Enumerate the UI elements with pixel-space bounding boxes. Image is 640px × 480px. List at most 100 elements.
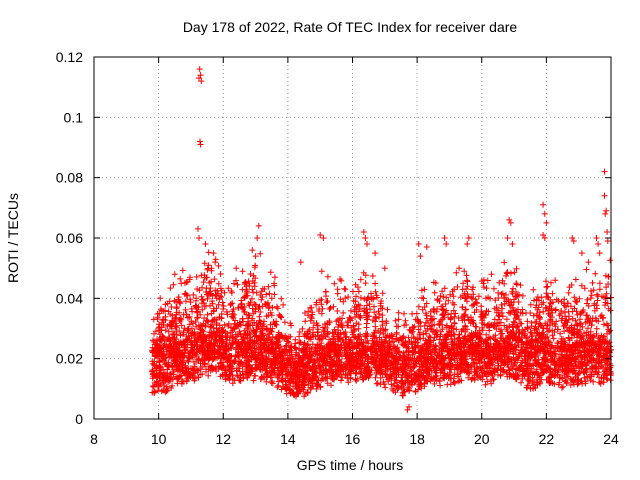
data-point xyxy=(461,268,468,275)
data-point xyxy=(318,310,325,317)
data-point xyxy=(372,280,379,287)
data-point xyxy=(237,322,244,329)
data-point xyxy=(313,380,320,386)
data-point xyxy=(259,303,266,310)
data-point xyxy=(229,300,236,307)
data-point xyxy=(331,351,338,358)
data-point xyxy=(485,308,492,315)
data-point xyxy=(324,369,331,375)
data-point xyxy=(257,292,264,298)
data-point xyxy=(501,259,508,266)
data-point xyxy=(335,324,341,330)
data-point xyxy=(357,361,364,368)
data-point xyxy=(473,368,480,375)
data-point xyxy=(199,337,206,344)
data-point xyxy=(310,320,317,326)
data-point xyxy=(510,285,516,292)
data-point xyxy=(486,334,492,341)
data-point xyxy=(269,304,276,311)
data-point xyxy=(247,331,254,338)
data-point xyxy=(151,389,158,396)
data-point xyxy=(432,343,439,350)
data-point xyxy=(343,333,350,340)
data-point xyxy=(161,382,168,389)
data-point xyxy=(607,327,614,334)
data-point xyxy=(591,302,598,309)
data-point xyxy=(247,271,254,277)
data-point xyxy=(456,349,463,356)
data-point xyxy=(171,297,178,304)
data-point xyxy=(393,366,400,373)
data-point xyxy=(602,272,609,279)
data-point xyxy=(234,373,241,380)
data-point xyxy=(527,329,534,336)
data-point xyxy=(605,340,612,347)
data-point xyxy=(415,386,422,393)
data-point xyxy=(390,364,397,371)
data-point xyxy=(441,285,448,292)
data-point xyxy=(380,327,387,334)
data-point xyxy=(471,351,478,358)
data-point xyxy=(506,323,513,330)
data-point xyxy=(378,346,385,353)
data-point xyxy=(478,278,485,285)
data-point xyxy=(240,318,247,325)
data-point xyxy=(247,370,253,377)
data-point xyxy=(205,262,212,269)
data-point xyxy=(242,309,248,315)
data-point xyxy=(331,280,338,287)
data-point xyxy=(305,377,312,384)
data-point xyxy=(438,345,445,352)
data-point xyxy=(554,340,561,346)
data-point xyxy=(252,275,259,282)
data-point xyxy=(498,291,505,298)
data-point xyxy=(415,367,422,374)
data-point xyxy=(495,312,502,319)
data-point xyxy=(536,329,543,336)
data-point xyxy=(547,349,554,355)
data-point xyxy=(513,280,520,287)
data-point xyxy=(516,326,522,333)
data-point xyxy=(278,386,285,393)
data-point xyxy=(428,351,435,358)
data-point xyxy=(164,300,171,307)
data-point xyxy=(217,364,223,370)
data-point xyxy=(605,281,612,287)
data-point xyxy=(375,362,382,369)
data-point xyxy=(252,354,259,361)
data-point xyxy=(194,336,201,343)
data-point xyxy=(439,316,446,323)
data-point xyxy=(533,296,540,303)
data-point xyxy=(460,280,467,287)
data-point xyxy=(310,324,317,331)
data-point xyxy=(513,344,520,351)
data-point xyxy=(603,290,610,297)
data-point xyxy=(328,375,335,382)
data-point xyxy=(508,308,514,315)
data-point xyxy=(256,313,263,320)
data-point xyxy=(161,371,168,378)
data-point xyxy=(200,349,207,356)
data-point xyxy=(365,364,372,370)
data-point xyxy=(191,334,198,341)
data-point xyxy=(368,290,374,297)
data-point xyxy=(571,367,578,374)
data-point xyxy=(347,374,354,381)
data-point xyxy=(567,382,574,388)
data-point xyxy=(249,317,255,324)
data-point xyxy=(457,355,464,361)
data-point xyxy=(267,269,274,276)
data-point xyxy=(352,334,359,341)
data-point xyxy=(553,318,560,325)
data-point xyxy=(201,356,208,363)
data-point xyxy=(370,296,377,303)
data-point xyxy=(267,327,274,334)
data-point xyxy=(345,294,352,300)
data-point xyxy=(392,354,399,361)
data-point xyxy=(348,324,355,331)
data-point xyxy=(571,331,578,337)
data-point xyxy=(185,354,192,361)
data-point xyxy=(352,351,359,358)
data-point xyxy=(413,310,420,317)
